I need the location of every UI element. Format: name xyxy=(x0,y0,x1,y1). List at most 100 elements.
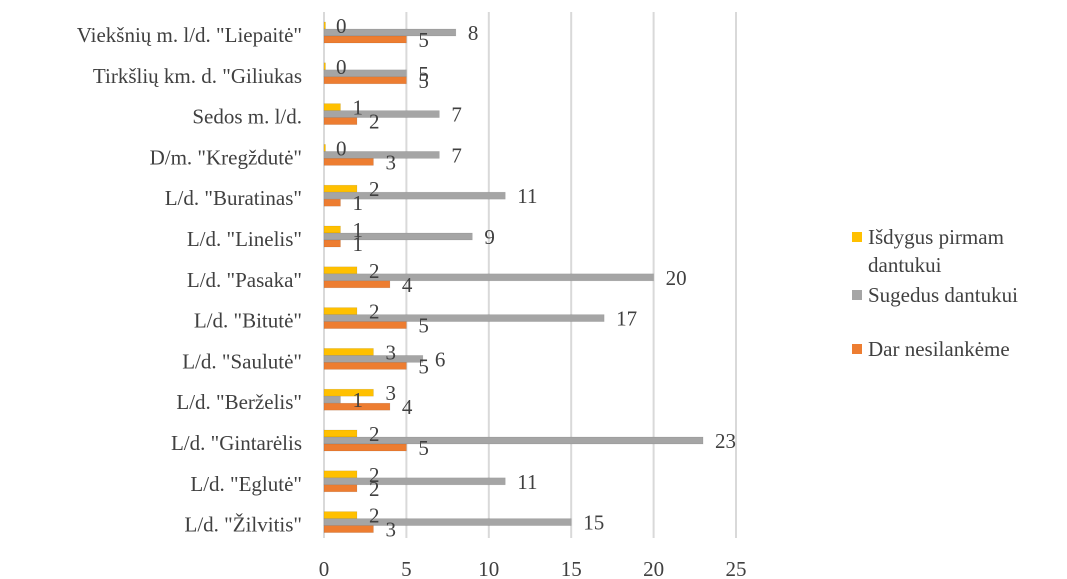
category-label-11: L/d. "Eglutė" xyxy=(190,472,302,496)
bar-isdygus-pirmam-dantukui-2 xyxy=(323,103,341,111)
bar-sugedus-dantukui-5 xyxy=(323,232,473,241)
bar-isdygus-pirmam-dantukui-11 xyxy=(323,470,358,479)
category-label-9: L/d. "Berželis" xyxy=(176,390,302,414)
legend-label-sugedus-dantukui: Sugedus dantukui xyxy=(868,283,1018,307)
data-label-sugedus-dantukui-10: 23 xyxy=(715,429,736,453)
bar-dar-nesilankeme-12 xyxy=(323,525,374,533)
category-labels: Viekšnių m. l/d. "Liepaitė" Tirkšlių km. … xyxy=(77,23,302,537)
bar-dar-nesilankeme-10 xyxy=(323,443,407,452)
category-label-4: L/d. "Buratinas" xyxy=(165,186,302,210)
data-label-dar-nesilankeme-0: 5 xyxy=(418,28,429,52)
data-label-sugedus-dantukui-1: 5 xyxy=(418,62,429,86)
category-label-10: L/d. "Gintarėlis xyxy=(171,431,302,455)
data-label-dar-nesilankeme-11: 2 xyxy=(369,477,380,501)
data-label-isdygus-pirmam-dantukui-9: 3 xyxy=(385,381,396,405)
data-label-dar-nesilankeme-12: 3 xyxy=(385,518,396,542)
bar-sugedus-dantukui-12 xyxy=(323,518,572,526)
data-label-dar-nesilankeme-4: 1 xyxy=(352,191,363,215)
x-tick-label-0: 0 xyxy=(319,557,330,579)
bars xyxy=(323,21,704,533)
legend-swatch-dar-nesilankeme xyxy=(852,344,862,354)
data-label-sugedus-dantukui-8: 6 xyxy=(435,347,446,371)
bar-sugedus-dantukui-10 xyxy=(323,436,704,445)
legend-label-isdygus-pirmam-dantukui-line2: dantukui xyxy=(868,253,942,277)
data-label-sugedus-dantukui-12: 15 xyxy=(583,511,604,535)
data-label-sugedus-dantukui-9: 1 xyxy=(352,388,363,412)
data-label-isdygus-pirmam-dantukui-11: 2 xyxy=(369,463,380,487)
data-label-isdygus-pirmam-dantukui-8: 3 xyxy=(385,340,396,364)
legend-label-dar-nesilankeme: Dar nesilankėme xyxy=(868,337,1010,361)
data-label-dar-nesilankeme-7: 5 xyxy=(418,314,429,338)
bar-sugedus-dantukui-3 xyxy=(323,151,440,159)
data-label-sugedus-dantukui-11: 11 xyxy=(517,470,537,494)
bar-sugedus-dantukui-7 xyxy=(323,314,605,322)
category-label-7: L/d. "Bitutė" xyxy=(194,309,302,333)
bar-dar-nesilankeme-11 xyxy=(323,484,358,493)
data-label-isdygus-pirmam-dantukui-0: 0 xyxy=(336,14,347,38)
data-label-isdygus-pirmam-dantukui-1: 0 xyxy=(336,55,347,79)
data-label-isdygus-pirmam-dantukui-6: 2 xyxy=(369,259,380,283)
bar-sugedus-dantukui-2 xyxy=(323,110,440,118)
category-label-0: Viekšnių m. l/d. "Liepaitė" xyxy=(77,23,302,47)
data-label-sugedus-dantukui-7: 17 xyxy=(616,307,637,331)
bar-isdygus-pirmam-dantukui-5 xyxy=(323,225,341,234)
data-label-dar-nesilankeme-5: 1 xyxy=(352,232,363,256)
bar-dar-nesilankeme-2 xyxy=(323,117,358,125)
bar-isdygus-pirmam-dantukui-12 xyxy=(323,511,358,519)
data-label-dar-nesilankeme-6: 4 xyxy=(402,273,413,297)
legend-swatch-sugedus-dantukui xyxy=(852,290,862,300)
bar-sugedus-dantukui-8 xyxy=(323,355,424,363)
bar-isdygus-pirmam-dantukui-10 xyxy=(323,429,358,438)
x-tick-label-5: 5 xyxy=(401,557,412,579)
data-label-dar-nesilankeme-9: 4 xyxy=(402,395,413,419)
x-axis-ticks: 0 5 10 15 20 25 xyxy=(319,557,747,579)
bar-dar-nesilankeme-7 xyxy=(323,321,407,329)
category-label-6: L/d. "Pasaka" xyxy=(187,268,302,292)
data-label-isdygus-pirmam-dantukui-3: 0 xyxy=(336,136,347,160)
bar-dar-nesilankeme-9 xyxy=(323,402,391,411)
bar-sugedus-dantukui-11 xyxy=(323,477,506,486)
data-label-isdygus-pirmam-dantukui-10: 2 xyxy=(369,422,380,446)
bar-dar-nesilankeme-4 xyxy=(323,198,341,207)
data-label-sugedus-dantukui-0: 8 xyxy=(468,21,479,45)
category-label-8: L/d. "Saulutė" xyxy=(182,349,302,373)
x-tick-label-25: 25 xyxy=(726,557,747,579)
bar-isdygus-pirmam-dantukui-0 xyxy=(323,21,326,30)
bar-dar-nesilankeme-6 xyxy=(323,280,391,289)
bar-isdygus-pirmam-dantukui-3 xyxy=(323,144,326,152)
data-label-dar-nesilankeme-10: 5 xyxy=(418,436,429,460)
x-tick-label-20: 20 xyxy=(643,557,664,579)
data-label-dar-nesilankeme-1: 5 xyxy=(418,69,429,93)
legend: Išdygus pirmam dantukui Sugedus dantukui Da… xyxy=(852,225,1018,361)
bar-dar-nesilankeme-0 xyxy=(323,35,407,44)
bar-isdygus-pirmam-dantukui-6 xyxy=(323,266,358,275)
bar-isdygus-pirmam-dantukui-8 xyxy=(323,348,374,356)
bar-dar-nesilankeme-8 xyxy=(323,362,407,370)
x-tick-label-10: 10 xyxy=(478,557,499,579)
data-label-dar-nesilankeme-3: 3 xyxy=(385,150,396,174)
data-label-sugedus-dantukui-3: 7 xyxy=(451,143,462,167)
bar-isdygus-pirmam-dantukui-7 xyxy=(323,307,358,315)
data-label-isdygus-pirmam-dantukui-2: 1 xyxy=(352,96,363,120)
x-tick-label-15: 15 xyxy=(561,557,582,579)
data-label-sugedus-dantukui-5: 9 xyxy=(484,225,495,249)
bar-sugedus-dantukui-9 xyxy=(323,395,341,404)
data-label-dar-nesilankeme-2: 2 xyxy=(369,110,380,134)
category-label-12: L/d. "Žilvitis" xyxy=(185,513,302,537)
bar-dar-nesilankeme-5 xyxy=(323,239,341,248)
bar-isdygus-pirmam-dantukui-1 xyxy=(323,62,326,71)
category-label-2: Sedos m. l/d. xyxy=(192,105,302,129)
data-label-dar-nesilankeme-8: 5 xyxy=(418,354,429,378)
category-label-3: D/m. "Kregždutė" xyxy=(150,145,302,169)
data-label-isdygus-pirmam-dantukui-7: 2 xyxy=(369,300,380,324)
data-label-sugedus-dantukui-4: 11 xyxy=(517,184,537,208)
data-label-sugedus-dantukui-2: 7 xyxy=(451,103,462,127)
bar-dar-nesilankeme-3 xyxy=(323,158,374,166)
data-label-isdygus-pirmam-dantukui-12: 2 xyxy=(369,504,380,528)
legend-label-isdygus-pirmam-dantukui: Išdygus pirmam xyxy=(868,225,1004,249)
category-label-5: L/d. "Linelis" xyxy=(187,227,302,251)
bar-isdygus-pirmam-dantukui-9 xyxy=(323,388,374,397)
bar-dar-nesilankeme-1 xyxy=(323,76,407,85)
